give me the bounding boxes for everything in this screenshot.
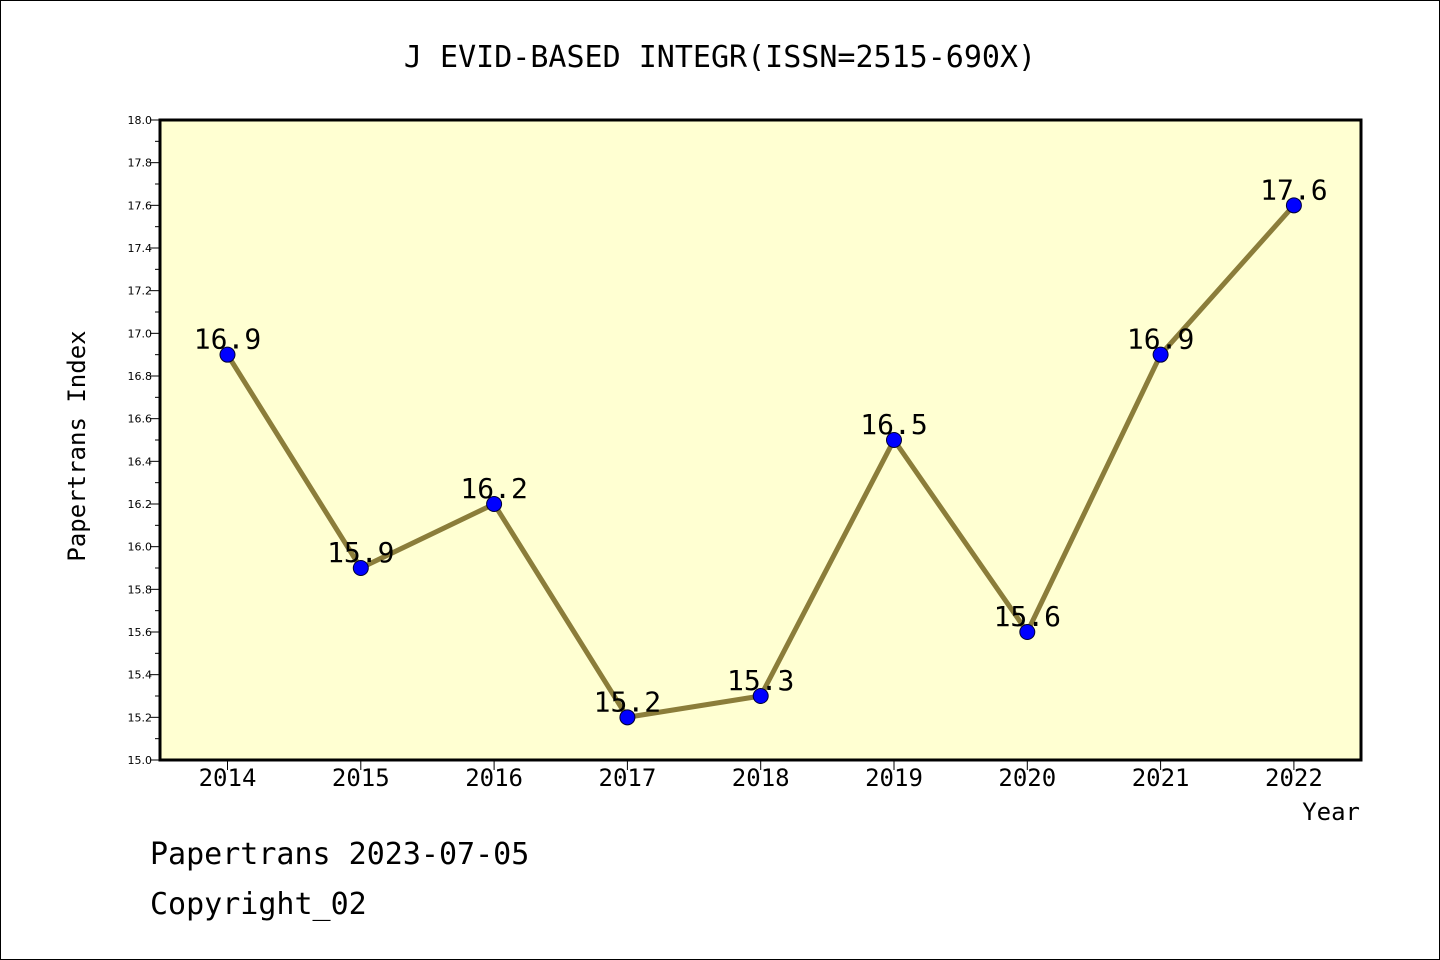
x-tick-label: 2021 — [1132, 764, 1190, 792]
y-tick-label: 18.0 — [128, 114, 153, 127]
y-tick-label: 17.6 — [128, 199, 153, 212]
y-tick-label: 17.8 — [128, 157, 153, 170]
chart-title: J EVID-BASED INTEGR(ISSN=2515-690X) — [404, 40, 1036, 75]
y-tick-label: 16.4 — [128, 455, 153, 468]
y-tick-label: 17.0 — [128, 327, 153, 340]
footer-date: Papertrans 2023-07-05 — [150, 837, 529, 872]
x-tick-label: 2015 — [332, 764, 390, 792]
x-tick-label: 2018 — [732, 764, 790, 792]
y-tick-label: 17.2 — [128, 285, 153, 298]
x-axis-label: Year — [1302, 798, 1360, 826]
y-tick-label: 15.8 — [128, 583, 153, 596]
x-axis-ticks: 2014 2015 2016 2017 2018 2019 2020 2021 2022 — [199, 760, 1323, 792]
data-label: 16.5 — [860, 408, 927, 441]
data-label: 15.3 — [727, 664, 794, 697]
x-tick-label: 2016 — [465, 764, 523, 792]
data-label: 15.2 — [594, 685, 661, 718]
footer-copyright: Copyright_02 — [150, 887, 367, 922]
data-point — [619, 709, 636, 726]
data-point — [486, 496, 503, 512]
y-tick-label: 15.2 — [128, 711, 153, 724]
y-tick-label: 15.6 — [128, 626, 153, 639]
y-tick-label: 16.6 — [128, 413, 153, 426]
y-tick-label: 15.4 — [128, 669, 153, 682]
y-tick-label: 16.0 — [128, 541, 153, 554]
data-label: 16.9 — [1127, 323, 1194, 356]
y-axis-ticks: 15.0 15.2 15.4 15.6 15.8 16.0 16.2 16.4 16.6 16.8… — [128, 114, 160, 767]
x-tick-label: 2022 — [1265, 764, 1323, 792]
x-tick-label: 2019 — [865, 764, 923, 792]
y-tick-label: 16.8 — [128, 370, 153, 383]
data-point — [352, 560, 369, 576]
data-label: 15.6 — [994, 600, 1061, 633]
data-point — [219, 346, 236, 363]
x-tick-label: 2020 — [998, 764, 1056, 792]
data-point — [886, 432, 902, 448]
data-point — [1152, 346, 1169, 363]
data-label: 17.6 — [1260, 173, 1327, 206]
data-label: 16.9 — [194, 323, 261, 356]
x-tick-label: 2014 — [199, 764, 257, 792]
y-tick-label: 17.4 — [128, 242, 153, 255]
y-axis-label: Papertrans Index — [63, 330, 91, 561]
data-point — [752, 688, 769, 704]
series-layer: 16.9 15.9 16.2 15.2 15.3 16.5 15.6 16.9 17.6 — [194, 173, 1328, 726]
data-label: 16.2 — [460, 472, 527, 505]
x-tick-label: 2017 — [599, 764, 657, 792]
data-point — [1019, 624, 1036, 640]
plot-area — [160, 120, 1361, 760]
plot-frame — [158, 118, 1363, 762]
y-tick-label: 15.0 — [128, 754, 153, 767]
data-point — [1285, 197, 1302, 214]
data-label: 15.9 — [327, 536, 394, 569]
y-tick-label: 16.2 — [128, 498, 153, 511]
